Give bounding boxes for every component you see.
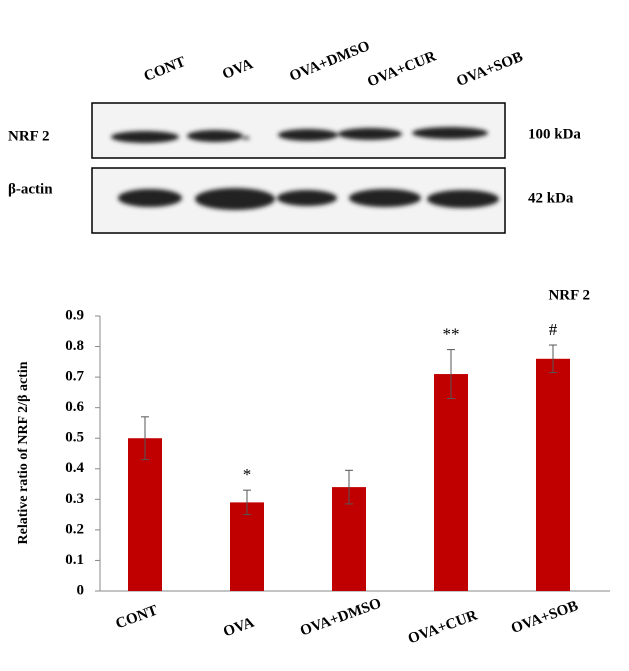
bar xyxy=(332,487,366,591)
error-bar xyxy=(549,344,557,374)
y-tick-label: 0.5 xyxy=(65,430,84,446)
band xyxy=(349,189,421,207)
bar xyxy=(536,358,570,591)
blot-row-label: β-actin xyxy=(8,181,53,197)
x-tick-label: CONT xyxy=(114,603,160,633)
band xyxy=(111,131,179,143)
lane-label: OVA+SOB xyxy=(454,49,525,90)
lane-label: OVA+DMSO xyxy=(287,38,372,85)
lane-label: CONT xyxy=(142,54,188,85)
bar xyxy=(434,374,468,591)
y-tick-label: 0.6 xyxy=(65,399,84,415)
band xyxy=(118,189,182,207)
blot-row-label: NRF 2 xyxy=(8,128,50,144)
lane-label: OVA+CUR xyxy=(365,48,438,90)
error-bar xyxy=(345,469,353,505)
band xyxy=(195,188,275,210)
band xyxy=(278,129,338,141)
significance-label: # xyxy=(549,320,558,339)
error-bar xyxy=(243,489,251,516)
bar xyxy=(128,438,162,591)
blot-size-label: 42 kDa xyxy=(528,190,574,206)
bar xyxy=(230,502,264,591)
y-tick-label: 0.7 xyxy=(65,369,84,385)
error-bar xyxy=(141,416,149,461)
band xyxy=(412,127,488,139)
y-tick-label: 0.1 xyxy=(65,552,84,568)
x-tick-label: OVA xyxy=(221,615,256,641)
x-tick-label: OVA+DMSO xyxy=(298,595,383,639)
significance-label: ** xyxy=(443,325,460,344)
y-tick-label: 0 xyxy=(77,582,85,598)
x-tick-label: OVA+SOB xyxy=(509,598,580,637)
error-bar xyxy=(447,349,455,399)
y-axis-label: Relative ratio of NRF 2/β actin xyxy=(16,361,31,544)
x-tick-label: OVA+CUR xyxy=(406,608,480,648)
blot-size-label: 100 kDa xyxy=(528,126,581,142)
y-tick-label: 0.9 xyxy=(65,307,84,323)
blot-bands xyxy=(111,127,499,210)
significance-label: * xyxy=(243,465,252,484)
y-tick-label: 0.8 xyxy=(65,338,84,354)
band xyxy=(338,128,402,140)
chart-title: NRF 2 xyxy=(548,287,590,303)
band xyxy=(427,190,499,208)
band xyxy=(187,130,243,142)
band xyxy=(277,190,337,206)
lane-label: OVA xyxy=(220,56,255,83)
y-tick-label: 0.3 xyxy=(65,491,84,507)
band xyxy=(242,136,250,140)
y-tick-label: 0.4 xyxy=(65,460,84,476)
y-tick-label: 0.2 xyxy=(65,521,84,537)
